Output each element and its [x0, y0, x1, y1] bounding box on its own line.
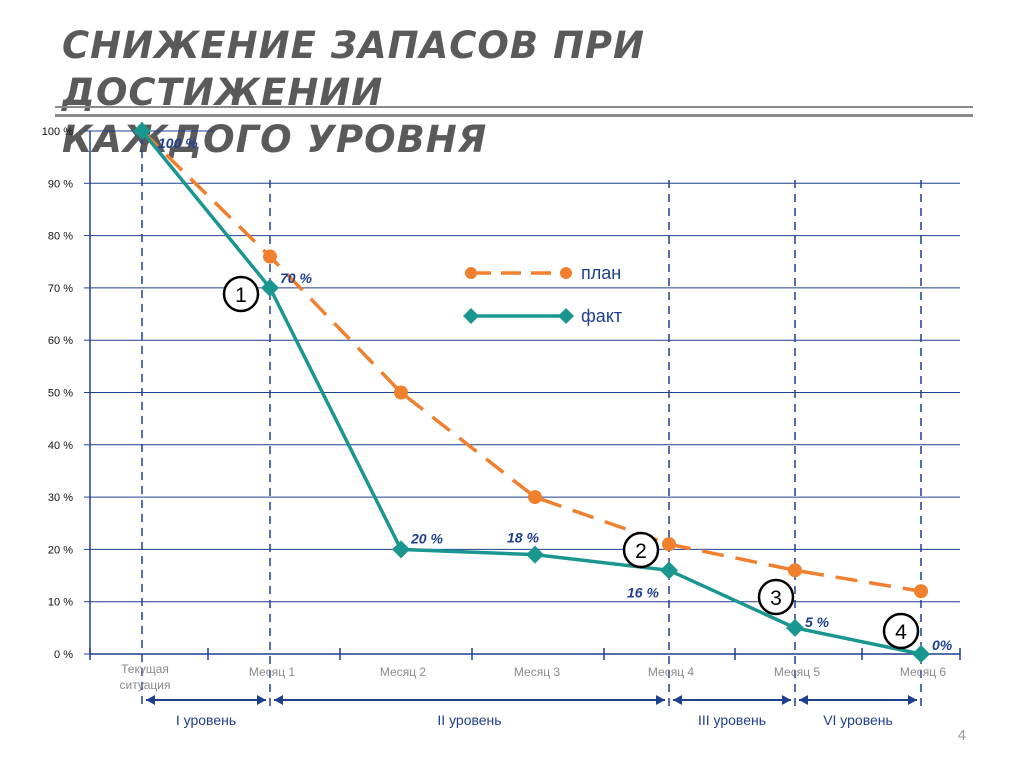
milestone-number: 3 [770, 587, 782, 610]
milestone-marker [222, 275, 260, 313]
level-arrowhead [673, 695, 682, 705]
fact-data-label: 0% [932, 637, 953, 653]
fact-data-label: 5 % [805, 614, 830, 630]
title-line-2: КАЖДОГО УРОВНЯ [62, 118, 488, 161]
fact-point-marker [392, 540, 410, 559]
plan-point-marker [788, 563, 802, 578]
plan-point-marker [394, 385, 408, 400]
fact-data-label: 20 % [410, 530, 443, 546]
fact-data-label: 100 % [158, 135, 198, 151]
milestone-marker [882, 612, 920, 650]
series-line-plan [140, 129, 922, 593]
y-tick-label: 80 % [48, 231, 73, 243]
y-tick-label: 20 % [48, 544, 73, 556]
legend-fact-marker [463, 308, 479, 324]
level-arrowhead [257, 695, 266, 705]
fact-point-marker [660, 561, 678, 580]
milestone-number: 2 [635, 540, 647, 563]
x-category-label: Месяц 5 [774, 665, 821, 679]
title-divider-line [55, 106, 973, 108]
y-tick-label: 60 % [48, 335, 73, 347]
legend-plan-marker [465, 267, 477, 279]
level-label: III уровень [698, 712, 766, 728]
fact-point-marker [261, 278, 279, 297]
plan-point-marker [662, 537, 676, 552]
level-arrowhead [274, 695, 283, 705]
fact-data-label: 18 % [507, 530, 539, 546]
legend-plan-marker [560, 267, 572, 279]
fact-point-marker [133, 122, 151, 140]
title-line-1: СНИЖЕНИЕ ЗАПАСОВ ПРИ ДОСТИЖЕНИИ [62, 24, 646, 114]
legend-fact-marker [558, 308, 574, 324]
milestone-number: 4 [895, 621, 907, 644]
plan-point-marker [263, 249, 277, 264]
x-category-label: Месяц 3 [514, 665, 561, 679]
level-label: II уровень [437, 712, 501, 728]
level-arrowhead [799, 695, 808, 705]
y-tick-label: 70 % [48, 283, 73, 295]
level-arrowhead [656, 695, 665, 705]
y-tick-label: 0 % [54, 649, 73, 661]
x-category-label: Месяц 2 [380, 665, 427, 679]
y-tick-label: 30 % [48, 492, 73, 504]
x-category-label: Месяц 4 [648, 665, 695, 679]
level-arrowhead [908, 695, 917, 705]
level-arrowhead [146, 695, 155, 705]
x-category-label: ситуация [120, 678, 171, 692]
y-tick-label: 90 % [48, 178, 73, 190]
milestone-marker [622, 531, 660, 569]
level-label: VI уровень [823, 712, 893, 728]
plan-point-marker [528, 490, 542, 505]
fact-point-marker [912, 645, 930, 663]
title-divider-line [55, 114, 973, 117]
fact-point-marker [786, 618, 804, 637]
milestone-number: 1 [235, 284, 247, 307]
milestone-marker [757, 578, 795, 616]
page-number: 4 [957, 727, 966, 744]
fact-data-label: 16 % [627, 584, 659, 600]
fact-data-label: 70 % [280, 270, 312, 286]
legend-fact-label: факт [581, 306, 622, 326]
level-arrowhead [782, 695, 791, 705]
x-category-label: Текущая [121, 662, 169, 676]
y-tick-label: 40 % [48, 440, 73, 452]
y-tick-label: 100 % [42, 126, 73, 138]
legend-plan-label: план [581, 263, 621, 283]
fact-point-marker [526, 545, 544, 564]
level-label: I уровень [176, 712, 236, 728]
x-category-label: Месяц 1 [249, 665, 296, 679]
y-tick-label: 50 % [48, 388, 73, 400]
x-category-label: Месяц 6 [900, 665, 947, 679]
plan-point-marker [914, 584, 928, 599]
y-tick-label: 10 % [48, 597, 73, 609]
slide-title: СНИЖЕНИЕ ЗАПАСОВ ПРИ ДОСТИЖЕНИИ КАЖДОГО … [62, 22, 962, 163]
